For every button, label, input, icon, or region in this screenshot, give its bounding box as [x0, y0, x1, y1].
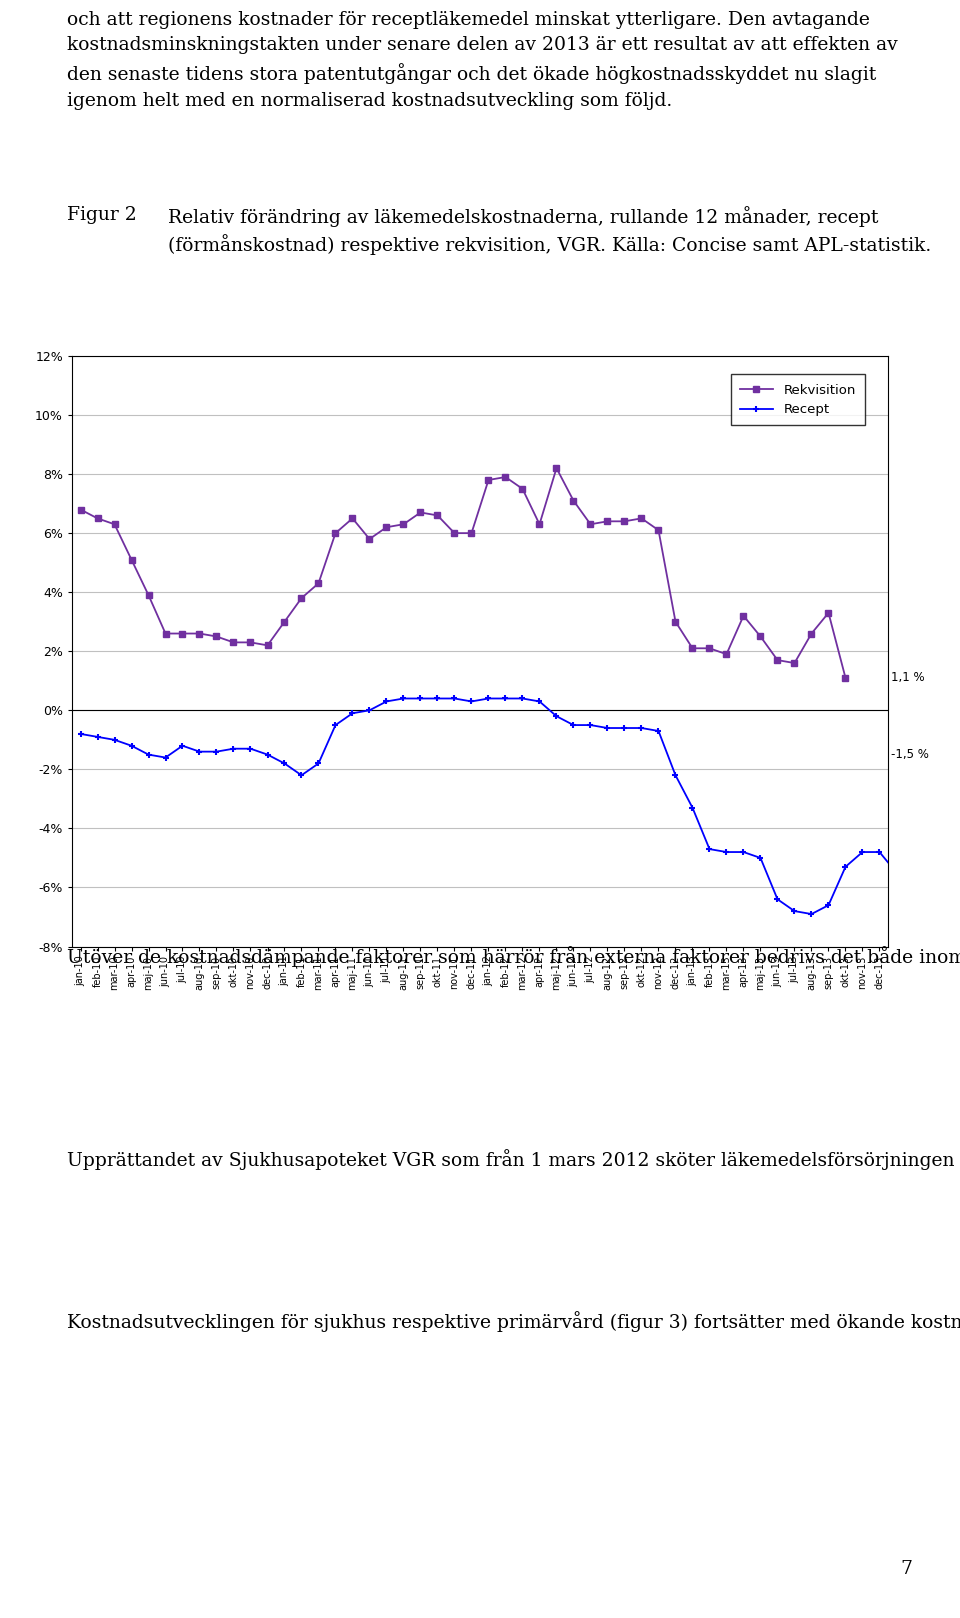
Rekvisition [500, 468, 512, 487]
Rekvisition [108, 515, 120, 534]
Rekvisition [670, 612, 682, 631]
Rekvisition [534, 515, 545, 534]
Text: Utöver de kostnadsdämpande faktorer som härrör från externa faktorer bedrivs det: Utöver de kostnadsdämpande faktorer som … [67, 947, 960, 968]
Rekvisition [483, 471, 494, 490]
Recept [397, 689, 409, 709]
Text: Kostnadsutvecklingen för sjukhus respektive primärvård (figur 3) fortsätter med : Kostnadsutvecklingen för sjukhus respekt… [67, 1311, 960, 1332]
Recept [755, 848, 766, 867]
Recept [329, 715, 341, 735]
Recept [805, 904, 817, 924]
Rekvisition [755, 626, 766, 646]
Rekvisition [159, 625, 171, 644]
Rekvisition [823, 604, 834, 623]
Rekvisition [211, 626, 223, 646]
Text: Relativ förändring av läkemedelskostnaderna, rullande 12 månader, recept
(förmån: Relativ förändring av läkemedelskostnade… [168, 205, 931, 256]
Rekvisition [347, 508, 358, 527]
Rekvisition [636, 508, 647, 527]
Recept [75, 725, 86, 744]
Text: Figur 2: Figur 2 [67, 205, 137, 223]
Rekvisition [92, 508, 104, 527]
Text: 1,1 %: 1,1 % [891, 671, 924, 684]
Rekvisition [772, 650, 783, 670]
Rekvisition [415, 503, 426, 523]
Rekvisition [686, 639, 698, 659]
Rekvisition [585, 515, 596, 534]
Rekvisition [737, 607, 749, 626]
Rekvisition [721, 644, 732, 663]
Recept [737, 843, 749, 862]
Rekvisition [448, 524, 460, 544]
Rekvisition [143, 586, 155, 605]
Rekvisition [466, 524, 477, 544]
Rekvisition [329, 524, 341, 544]
Text: och att regionens kostnader för receptläkemedel minskat ytterligare. Den avtagan: och att regionens kostnader för receptlä… [67, 11, 898, 110]
Rekvisition [228, 633, 239, 652]
Rekvisition [567, 490, 579, 510]
Rekvisition [245, 633, 256, 652]
Rekvisition [75, 500, 86, 519]
Rekvisition [805, 625, 817, 644]
Rekvisition [704, 639, 715, 659]
Rekvisition [262, 636, 274, 655]
Text: -1,5 %: -1,5 % [891, 748, 928, 760]
Text: 7: 7 [900, 1560, 912, 1578]
Line: Recept: Recept [77, 696, 960, 917]
Rekvisition [194, 625, 205, 644]
Rekvisition [619, 511, 631, 531]
Rekvisition [516, 479, 528, 498]
Rekvisition [602, 511, 613, 531]
Rekvisition [381, 518, 393, 537]
Recept [500, 689, 512, 709]
Rekvisition [653, 521, 664, 540]
Recept [126, 736, 137, 756]
Legend: Rekvisition, Recept: Rekvisition, Recept [731, 374, 865, 426]
Rekvisition [296, 589, 307, 608]
Rekvisition [278, 612, 290, 631]
Rekvisition [126, 550, 137, 570]
Rekvisition [840, 668, 852, 688]
Rekvisition [397, 515, 409, 534]
Rekvisition [177, 625, 188, 644]
Rekvisition [789, 654, 801, 673]
Rekvisition [432, 506, 444, 526]
Rekvisition [313, 574, 324, 594]
Rekvisition [364, 529, 375, 549]
Rekvisition [551, 458, 563, 477]
Line: Rekvisition: Rekvisition [78, 466, 849, 681]
Recept [108, 730, 120, 749]
Text: Upprättandet av Sjukhusapoteket VGR som från 1 mars 2012 sköter läkemedelsförsör: Upprättandet av Sjukhusapoteket VGR som … [67, 1149, 960, 1170]
